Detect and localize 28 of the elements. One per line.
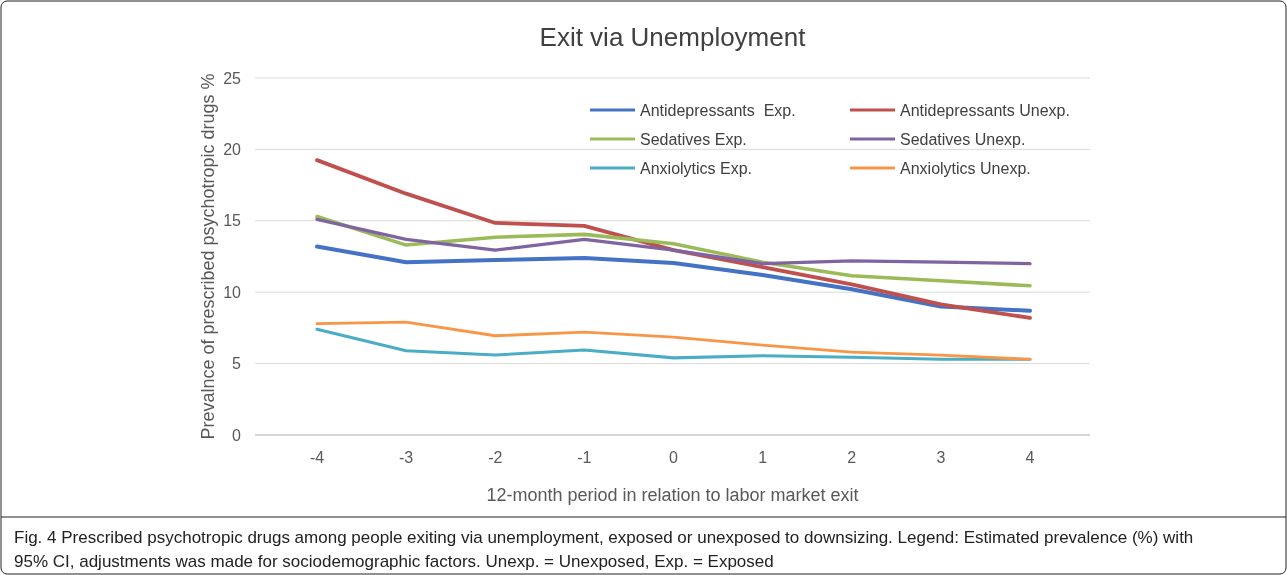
x-axis-title: 12-month period in relation to labor market exit	[486, 485, 859, 505]
y-tick-label: 25	[223, 69, 242, 87]
legend-label: Sedatives Unexp.	[900, 130, 1026, 148]
caption: Fig. 4 Prescribed psychotropic drugs among people exiting via unemployment, exposed or unexposed to downsizing. Legend: Estimated prevalence (%) with 95% CI, adjustments was made for sociodemographic factors. Unexp. = Unexposed, Exp. = Exposed	[14, 527, 1194, 571]
legend-label: Sedatives Exp.	[640, 130, 747, 148]
x-tick-label: 1	[758, 449, 768, 466]
y-tick-label: 0	[232, 426, 242, 444]
x-tick-label: -3	[399, 449, 414, 466]
x-tick-label: 2	[847, 449, 857, 466]
legend-label: Antidepressants Exp.	[640, 101, 796, 119]
x-tick-label: -1	[577, 449, 592, 466]
x-tick-label: 3	[936, 449, 946, 466]
x-tick-label: -4	[309, 449, 325, 466]
y-tick-label: 15	[223, 212, 242, 230]
y-tick-label: 20	[223, 141, 242, 158]
x-tick-label: -2	[488, 449, 503, 466]
y-tick-label: 5	[232, 355, 242, 373]
line-series	[314, 244, 1033, 313]
line-series	[315, 217, 1032, 266]
legend-label: Anxiolytics Unexp.	[900, 159, 1031, 177]
legend-label: Anxiolytics Exp.	[640, 159, 753, 177]
x-tick-label: 4	[1025, 449, 1035, 466]
x-tick-label: 0	[669, 449, 679, 466]
chart-title: Exit via Unemployment	[539, 22, 807, 52]
line-series	[315, 320, 1032, 361]
y-axis-title: Prevalnce of prescribed psychotropic drugs %	[198, 73, 218, 440]
legend-label: Antidepressants Unexp.	[900, 101, 1070, 119]
y-tick-label: 10	[223, 283, 242, 301]
